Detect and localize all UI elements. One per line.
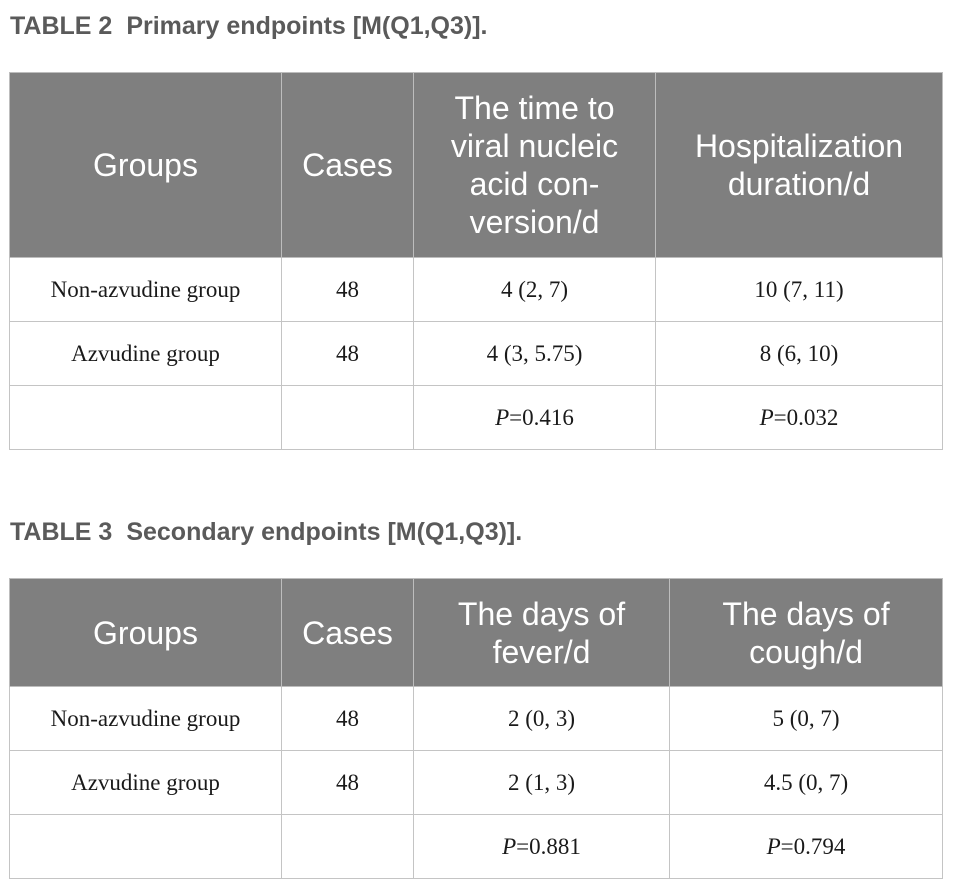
table2-cell-group: Non-azvudine group (9, 257, 282, 322)
table2-header-conversion-line4: version/d (469, 204, 600, 240)
p-value: =0.881 (516, 833, 581, 859)
p-value: =0.794 (780, 833, 846, 859)
table3-header-row: Groups Cases The days of fever/d The day… (9, 578, 943, 687)
p-symbol: P (502, 833, 517, 859)
table2-cell-cases: 48 (281, 257, 414, 322)
table2-cell-conversion: 4 (2, 7) (413, 257, 656, 322)
table2-header-conversion: The time to viral nucleic acid con- vers… (413, 72, 656, 258)
p-value: =0.032 (773, 404, 839, 430)
table3-header-fever: The days of fever/d (413, 578, 670, 687)
table-row: Non-azvudine group 48 2 (0, 3) 5 (0, 7) (9, 686, 943, 751)
table-row: Non-azvudine group 48 4 (2, 7) 10 (7, 11… (9, 257, 943, 322)
table2: Groups Cases The time to viral nucleic a… (9, 72, 943, 450)
table2-header-cases: Cases (281, 72, 414, 258)
table3-cell-group: Azvudine group (9, 750, 282, 815)
table3-cell-cough: 5 (0, 7) (669, 686, 943, 751)
table2-header-row: Groups Cases The time to viral nucleic a… (9, 72, 943, 258)
table2-cell-cases: 48 (281, 321, 414, 386)
table3-header-cough-line2: cough/d (749, 633, 863, 670)
table2-pvalue-hospitalization: P=0.032 (655, 385, 943, 450)
table3-header-cases: Cases (281, 578, 414, 687)
table2-caption: TABLE 2 Primary endpoints [M(Q1,Q3)]. (10, 12, 488, 41)
table3-header-fever-line2: fever/d (492, 633, 591, 670)
table2-header-hospitalization-line1: Hospitalization (694, 128, 904, 164)
p-symbol: P (766, 833, 781, 859)
table3-header-cough-line1: The days of (722, 595, 890, 632)
table-row: Azvudine group 48 4 (3, 5.75) 8 (6, 10) (9, 321, 943, 386)
table2-pvalue-row: P=0.416 P=0.032 (9, 385, 943, 450)
table3-cell-empty (281, 814, 414, 879)
table2-caption-text: Primary endpoints [M(Q1,Q3)]. (126, 12, 488, 40)
table2-cell-empty (9, 385, 282, 450)
table3-caption-text: Secondary endpoints [M(Q1,Q3)]. (126, 518, 523, 546)
table3-cell-cough: 4.5 (0, 7) (669, 750, 943, 815)
table3-cell-fever: 2 (1, 3) (413, 750, 670, 815)
table2-cell-group: Azvudine group (9, 321, 282, 386)
table2-header-conversion-line2: viral nucleic (450, 128, 619, 164)
table3-cell-fever: 2 (0, 3) (413, 686, 670, 751)
table2-header-conversion-line1: The time to (454, 90, 615, 126)
table3-pvalue-cough: P=0.794 (669, 814, 943, 879)
table3-caption-label: TABLE 3 (10, 518, 113, 546)
table3-cell-empty (9, 814, 282, 879)
table2-pvalue-conversion: P=0.416 (413, 385, 656, 450)
table2-cell-hospitalization: 8 (6, 10) (655, 321, 943, 386)
p-symbol: P (759, 404, 774, 430)
table2-cell-hospitalization: 10 (7, 11) (655, 257, 943, 322)
table3-header-groups: Groups (9, 578, 282, 687)
table-row: Azvudine group 48 2 (1, 3) 4.5 (0, 7) (9, 750, 943, 815)
table3-header-fever-line1: The days of (457, 595, 626, 632)
table2-header-conversion-line3: acid con- (469, 166, 600, 202)
table2-header-hospitalization: Hospitalization duration/d (655, 72, 943, 258)
table3-cell-cases: 48 (281, 686, 414, 751)
table3-cell-group: Non-azvudine group (9, 686, 282, 751)
p-symbol: P (495, 404, 510, 430)
table3-header-cough: The days of cough/d (669, 578, 943, 687)
table2-header-hospitalization-line2: duration/d (727, 166, 871, 202)
table3-caption: TABLE 3 Secondary endpoints [M(Q1,Q3)]. (10, 518, 522, 547)
table3-pvalue-fever: P=0.881 (413, 814, 670, 879)
table2-caption-label: TABLE 2 (10, 12, 113, 40)
table2-cell-empty (281, 385, 414, 450)
table3: Groups Cases The days of fever/d The day… (9, 578, 943, 879)
table2-cell-conversion: 4 (3, 5.75) (413, 321, 656, 386)
p-value: =0.416 (509, 404, 574, 430)
table3-pvalue-row: P=0.881 P=0.794 (9, 814, 943, 879)
table2-header-groups: Groups (9, 72, 282, 258)
table3-cell-cases: 48 (281, 750, 414, 815)
